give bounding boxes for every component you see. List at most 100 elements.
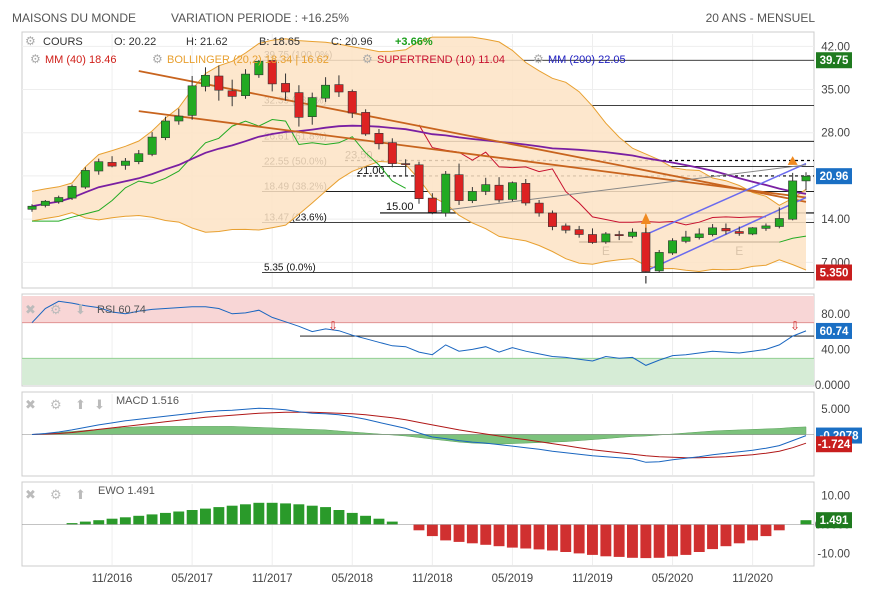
macd-legend: ✖ ⚙ ⬆ ⬇ MACD 1.516 bbox=[25, 395, 179, 412]
rsi-oversold-zone bbox=[22, 358, 814, 385]
candle-body bbox=[307, 97, 317, 117]
arrow-down-icon[interactable]: ⬇ bbox=[94, 397, 105, 412]
arrow-up-icon[interactable]: ⬆ bbox=[75, 487, 86, 502]
ohlc-legend: ⚙ COURS O: 20.22 H: 21.62 B: 18.65 C: 20… bbox=[25, 34, 433, 48]
candle-body bbox=[628, 231, 638, 237]
ewo-bar bbox=[333, 510, 345, 525]
candle-body bbox=[454, 174, 464, 201]
ewo-bar bbox=[506, 524, 518, 548]
rsi-tick-label: 0.0000 bbox=[815, 380, 850, 392]
x-tick-label: 11/2020 bbox=[732, 573, 773, 585]
ewo-bar bbox=[747, 524, 758, 541]
ewo-bar bbox=[667, 524, 678, 557]
ewo-bar bbox=[119, 517, 131, 525]
variation-periode: VARIATION PERIODE : +16.25% bbox=[171, 11, 349, 25]
ewo-bar bbox=[346, 512, 358, 525]
ewo-bar bbox=[733, 524, 745, 544]
candle-body bbox=[734, 231, 744, 234]
candle-body bbox=[587, 234, 597, 243]
ewo-bar bbox=[293, 504, 305, 525]
ewo-bar bbox=[493, 524, 505, 547]
gear-icon: ⚙ bbox=[152, 52, 163, 66]
candle-body bbox=[401, 163, 411, 165]
candle-body bbox=[521, 183, 531, 204]
ewo-bar bbox=[360, 515, 371, 525]
candle-body bbox=[708, 227, 718, 235]
ewo-bar bbox=[386, 521, 398, 525]
x-tick-label: 11/2017 bbox=[252, 573, 293, 585]
ewo-bar bbox=[106, 518, 118, 525]
high-value: H: 21.62 bbox=[186, 36, 228, 48]
macd-series bbox=[22, 407, 814, 463]
candle-body bbox=[187, 85, 197, 116]
rsi-value: RSI 60.74 bbox=[97, 304, 146, 316]
gear-icon[interactable]: ⚙ bbox=[50, 397, 62, 412]
channel-line bbox=[432, 164, 807, 213]
ewo-bar bbox=[680, 524, 692, 555]
ewo-bar bbox=[800, 520, 812, 525]
ewo-bar bbox=[373, 518, 385, 525]
candle-body bbox=[254, 60, 264, 76]
indicator-legend: ⚙ MM (40) 18.46 ⚙ BOLLINGER (20,2) 18.34 | … bbox=[30, 52, 626, 66]
ewo-tick-label: -10.00 bbox=[817, 548, 850, 560]
candle-body bbox=[561, 225, 571, 231]
instrument-name: MAISONS DU MONDE bbox=[12, 11, 136, 25]
gear-icon: ⚙ bbox=[30, 52, 41, 66]
gear-icon: ⚙ bbox=[362, 52, 373, 66]
candle-body bbox=[67, 186, 77, 199]
period-label[interactable]: 20 ANS - MENSUEL bbox=[706, 11, 816, 25]
x-tick-label: 05/2017 bbox=[171, 573, 213, 585]
candle-body bbox=[801, 175, 811, 182]
gear-icon[interactable]: ⚙ bbox=[25, 34, 36, 48]
ewo-bar bbox=[773, 524, 785, 531]
ewo-bar bbox=[440, 524, 452, 541]
candle-body bbox=[161, 120, 170, 139]
price-badge-low: 5.350 bbox=[820, 267, 849, 279]
ewo-bar bbox=[466, 524, 478, 544]
close-icon[interactable]: ✖ bbox=[25, 302, 36, 317]
arrow-up-icon[interactable]: ⬆ bbox=[75, 397, 86, 412]
ewo-legend: ✖ ⚙ ⬆ EWO 1.491 bbox=[25, 485, 155, 502]
ewo-bar bbox=[613, 524, 625, 557]
candle-body bbox=[774, 218, 784, 227]
price-badge-last: 20.96 bbox=[820, 171, 849, 183]
ewo-bar bbox=[627, 524, 638, 558]
candle-body bbox=[294, 92, 304, 118]
ewo-bar bbox=[213, 507, 225, 525]
candle-body bbox=[281, 83, 290, 93]
ewo-bar bbox=[79, 521, 91, 525]
candle-body bbox=[481, 184, 491, 192]
ewo-bar bbox=[280, 503, 291, 525]
ewo-bar bbox=[520, 524, 532, 549]
ewo-value: EWO 1.491 bbox=[98, 485, 155, 497]
macd-panel bbox=[21, 391, 815, 477]
ewo-panel bbox=[21, 481, 815, 567]
candle-body bbox=[427, 197, 437, 213]
ewo-bar bbox=[480, 524, 492, 545]
ewo-bar bbox=[240, 504, 251, 525]
macd-tick-label: 5.000 bbox=[821, 404, 850, 416]
candle-body bbox=[441, 173, 451, 214]
mm40-line bbox=[31, 124, 807, 208]
arrow-down-icon[interactable]: ⬇ bbox=[75, 302, 86, 317]
annotation-label: 15.00 bbox=[386, 201, 414, 213]
candle-body bbox=[227, 90, 237, 97]
gear-icon[interactable]: ⚙ bbox=[50, 487, 62, 502]
close-icon[interactable]: ✖ bbox=[25, 487, 36, 502]
indicator-label: MM (40) 18.46 bbox=[45, 54, 117, 66]
gear-icon: ⚙ bbox=[533, 52, 544, 66]
gear-icon[interactable]: ⚙ bbox=[50, 302, 62, 317]
low-value: B: 18.65 bbox=[259, 36, 300, 48]
fib-level-label: 5.35 (0.0%) bbox=[264, 262, 316, 273]
ewo-bar bbox=[320, 507, 331, 525]
ewo-bar bbox=[426, 524, 438, 537]
ewo-bar bbox=[547, 524, 558, 551]
close-icon[interactable]: ✖ bbox=[25, 397, 36, 412]
candle-body bbox=[641, 232, 651, 272]
arrow-down-icon: ⇩ bbox=[790, 319, 800, 333]
arrow-down-icon: ⇩ bbox=[328, 319, 338, 333]
signal-badge: -1.724 bbox=[818, 439, 851, 451]
ewo-bar bbox=[533, 524, 545, 550]
ewo-bar bbox=[160, 512, 171, 525]
